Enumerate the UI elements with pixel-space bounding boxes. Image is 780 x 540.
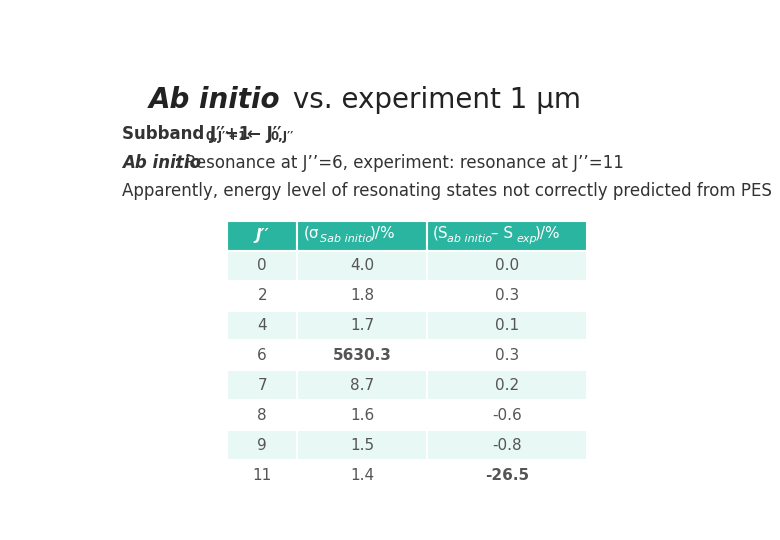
Text: 2: 2: [257, 288, 267, 303]
Text: (S: (S: [433, 226, 448, 241]
FancyBboxPatch shape: [228, 400, 297, 430]
FancyBboxPatch shape: [297, 460, 427, 490]
FancyBboxPatch shape: [427, 341, 587, 370]
FancyBboxPatch shape: [427, 310, 587, 341]
FancyBboxPatch shape: [297, 221, 427, 251]
Text: 1.4: 1.4: [350, 468, 374, 483]
Text: 0.1: 0.1: [495, 318, 519, 333]
FancyBboxPatch shape: [427, 400, 587, 430]
Text: ← J′′: ← J′′: [247, 125, 282, 143]
FancyBboxPatch shape: [297, 251, 427, 281]
FancyBboxPatch shape: [427, 460, 587, 490]
Text: Apparently, energy level of resonating states not correctly predicted from PES: Apparently, energy level of resonating s…: [122, 182, 771, 200]
Text: 9: 9: [257, 438, 267, 453]
Text: 8: 8: [257, 408, 267, 423]
Text: -26.5: -26.5: [485, 468, 529, 483]
Text: Subband J′′+1: Subband J′′+1: [122, 125, 250, 143]
Text: 0.3: 0.3: [495, 348, 519, 363]
Text: 4.0: 4.0: [350, 258, 374, 273]
Text: : Resonance at J’’=6, experiment: resonance at J’’=11: : Resonance at J’’=6, experiment: resona…: [174, 154, 624, 172]
Text: 5630.3: 5630.3: [332, 348, 392, 363]
Text: 7: 7: [257, 378, 267, 393]
Text: (σ: (σ: [304, 226, 320, 241]
FancyBboxPatch shape: [228, 251, 297, 281]
Text: 0.3: 0.3: [495, 288, 519, 303]
Text: Ab initio: Ab initio: [148, 85, 280, 113]
Text: Ab initio: Ab initio: [122, 154, 200, 172]
Text: 1.7: 1.7: [350, 318, 374, 333]
FancyBboxPatch shape: [228, 460, 297, 490]
FancyBboxPatch shape: [228, 281, 297, 310]
Text: 0: 0: [257, 258, 267, 273]
FancyBboxPatch shape: [228, 221, 297, 251]
Text: exp: exp: [516, 234, 537, 245]
Text: -0.6: -0.6: [492, 408, 522, 423]
Text: 6: 6: [257, 348, 267, 363]
Text: 1.5: 1.5: [350, 438, 374, 453]
FancyBboxPatch shape: [228, 341, 297, 370]
FancyBboxPatch shape: [297, 430, 427, 460]
Text: 1.6: 1.6: [350, 408, 374, 423]
Text: -0.8: -0.8: [492, 438, 522, 453]
FancyBboxPatch shape: [297, 310, 427, 341]
Text: )/%: )/%: [534, 226, 560, 241]
FancyBboxPatch shape: [297, 400, 427, 430]
FancyBboxPatch shape: [297, 281, 427, 310]
Text: )/%: )/%: [370, 226, 395, 241]
FancyBboxPatch shape: [427, 430, 587, 460]
FancyBboxPatch shape: [427, 221, 587, 251]
Text: 0,J′′: 0,J′′: [271, 130, 294, 143]
FancyBboxPatch shape: [297, 341, 427, 370]
Text: ab initio: ab initio: [447, 234, 492, 245]
Text: 11: 11: [253, 468, 272, 483]
FancyBboxPatch shape: [228, 310, 297, 341]
Text: Sab initio: Sab initio: [320, 234, 372, 245]
FancyBboxPatch shape: [297, 370, 427, 400]
Text: vs. experiment 1 μm: vs. experiment 1 μm: [284, 85, 580, 113]
Text: 0.2: 0.2: [495, 378, 519, 393]
FancyBboxPatch shape: [228, 430, 297, 460]
FancyBboxPatch shape: [228, 370, 297, 400]
FancyBboxPatch shape: [427, 281, 587, 310]
FancyBboxPatch shape: [427, 370, 587, 400]
Text: 4: 4: [257, 318, 267, 333]
FancyBboxPatch shape: [427, 251, 587, 281]
Text: J′′: J′′: [255, 228, 269, 243]
Text: 8.7: 8.7: [350, 378, 374, 393]
Text: – S: – S: [486, 226, 513, 241]
Text: 1.8: 1.8: [350, 288, 374, 303]
Text: 0,J′′+1: 0,J′′+1: [205, 130, 246, 143]
Text: 0.0: 0.0: [495, 258, 519, 273]
